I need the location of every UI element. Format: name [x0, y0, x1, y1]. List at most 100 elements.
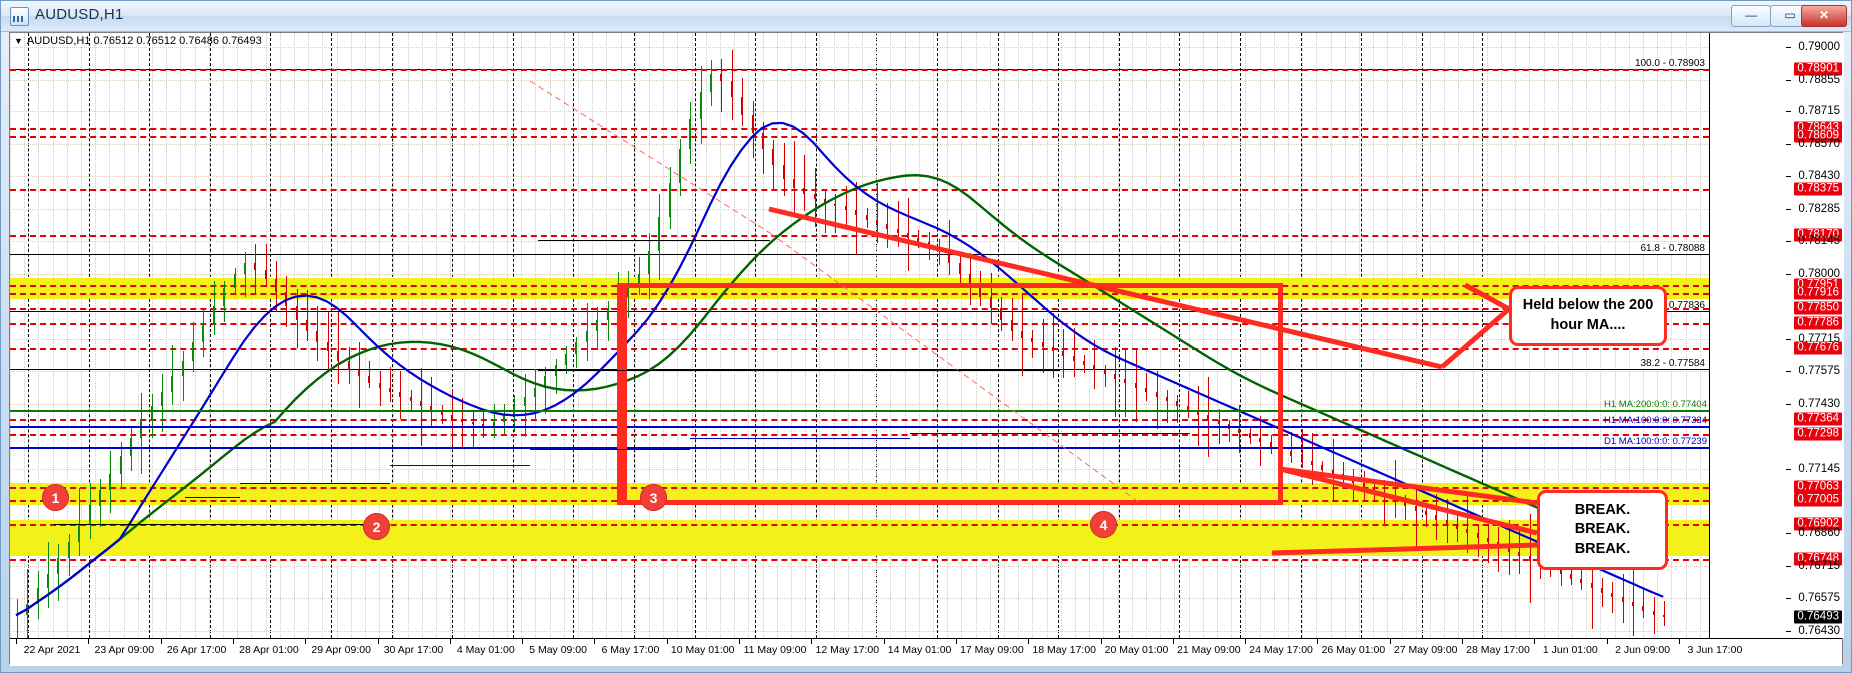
- candle-body: [1601, 587, 1604, 593]
- time-tick-label: 28 Apr 01:00: [239, 644, 299, 656]
- candle-body: [1290, 451, 1293, 457]
- fib-level-label: 61.8 - 0.78088: [1638, 243, 1707, 255]
- time-tick-mark: [955, 639, 957, 644]
- grid-line-vertical-minor: [308, 33, 310, 638]
- candle-wick: [1612, 581, 1614, 613]
- candle-wick: [472, 410, 474, 448]
- candle-wick: [1166, 389, 1168, 423]
- horizontal-trendline[interactable]: [54, 524, 370, 526]
- time-tick-label: 18 May 17:00: [1032, 644, 1097, 656]
- grid-line-vertical: [88, 33, 90, 638]
- grid-line-vertical-minor: [592, 33, 594, 638]
- time-axis[interactable]: 22 Apr 2021 23 Apr 09:00 26 Apr 17:00 28 Ap…: [10, 638, 1842, 666]
- grid-line-vertical-minor: [265, 33, 267, 638]
- time-tick-mark: [160, 639, 162, 644]
- close-icon: ✕: [1818, 8, 1830, 22]
- chart-marker-2[interactable]: 2: [363, 513, 390, 540]
- price-tick-label: 0.76715: [1786, 560, 1840, 573]
- time-tick-label: 23 Apr 09:00: [94, 644, 155, 656]
- grid-line-vertical-minor: [1671, 33, 1673, 638]
- grid-line-vertical-minor: [549, 33, 551, 638]
- grid-line-horizontal: [10, 144, 1709, 146]
- candle-wick: [1570, 558, 1572, 586]
- candle-body: [1569, 574, 1572, 579]
- candle-body: [1590, 583, 1593, 588]
- candle-body: [1621, 597, 1624, 602]
- price-highlight-label: 0.76902: [1794, 517, 1842, 531]
- chevron-down-icon[interactable]: ▼: [14, 36, 23, 46]
- chart-plot[interactable]: ▼ AUDUSD,H1 0.76512 0.76512 0.76486 0.764…: [10, 33, 1709, 638]
- stepped-support-line[interactable]: [530, 449, 690, 451]
- time-tick-mark: [883, 639, 885, 644]
- break-marker-bar[interactable]: [617, 283, 627, 505]
- horizontal-trendline[interactable]: [538, 240, 770, 242]
- time-tick-mark: [811, 639, 813, 644]
- stepped-support-line[interactable]: [690, 437, 910, 439]
- candle-body: [1487, 537, 1490, 543]
- callout-held-below[interactable]: Held below the 200 hour MA....: [1509, 286, 1667, 346]
- ma-200-line: [15, 173, 1664, 617]
- time-tick-label: 14 May 01:00: [887, 644, 952, 656]
- grid-line-vertical-minor: [663, 33, 665, 638]
- candle-wick: [327, 312, 329, 370]
- candle-body: [337, 351, 340, 361]
- price-tick-label: 0.78000: [1786, 268, 1840, 281]
- candle-body: [1248, 433, 1251, 438]
- chart-marker-4[interactable]: 4: [1090, 511, 1117, 538]
- price-tick-label: 0.77145: [1786, 462, 1840, 475]
- candle-body: [565, 353, 568, 366]
- chart-area[interactable]: ▼ AUDUSD,H1 0.76512 0.76512 0.76486 0.764…: [9, 32, 1844, 666]
- candle-body: [1528, 556, 1531, 561]
- minimize-button[interactable]: —: [1731, 5, 1771, 27]
- stepped-support-line[interactable]: [910, 433, 1190, 435]
- candle-body: [803, 187, 806, 195]
- close-button[interactable]: ✕: [1801, 5, 1847, 27]
- grid-line-horizontal: [10, 176, 1709, 178]
- candle-body: [834, 203, 837, 206]
- price-highlight-label: 0.76493: [1794, 610, 1842, 624]
- price-highlight-label: 0.78375: [1794, 182, 1842, 196]
- stepped-support-line[interactable]: [390, 465, 530, 467]
- grid-line-vertical-minor: [109, 33, 111, 638]
- candle-body: [606, 308, 609, 320]
- time-tick-label: 4 May 01:00: [456, 644, 515, 656]
- time-tick-label: 1 Jun 01:00: [1542, 644, 1598, 656]
- time-tick-mark: [232, 639, 234, 644]
- price-highlight-label: 0.77916: [1794, 286, 1842, 300]
- callout-line: BREAK.: [1574, 501, 1631, 518]
- candle-wick: [79, 487, 81, 556]
- chart-marker-1[interactable]: 1: [42, 484, 69, 511]
- time-tick-label: 17 May 09:00: [960, 644, 1024, 656]
- candle-wick: [1156, 370, 1158, 430]
- price-tick-label: 0.76430: [1786, 625, 1840, 638]
- candle-wick: [369, 361, 371, 389]
- grid-line-vertical-minor: [734, 33, 736, 638]
- callout-break[interactable]: BREAK. BREAK. BREAK.: [1537, 490, 1668, 570]
- price-axis[interactable]: 0.79000 0.78901 0.78855 0.78715 0.78643 0.786…: [1709, 33, 1844, 638]
- grid-line-vertical-minor: [421, 33, 423, 638]
- grid-line-vertical-minor: [336, 33, 338, 638]
- window-title: AUDUSD,H1: [35, 6, 124, 23]
- chart-marker-3[interactable]: 3: [640, 484, 667, 511]
- candle-body: [233, 274, 236, 288]
- grid-line-horizontal: [10, 79, 1709, 81]
- stepped-support-line[interactable]: [240, 483, 390, 485]
- horizontal-trendline[interactable]: [538, 369, 1060, 371]
- candle-body: [1259, 437, 1262, 443]
- candle-body: [544, 376, 547, 388]
- candle-body: [1217, 419, 1220, 425]
- grid-line-vertical-minor: [507, 33, 508, 638]
- candle-body: [140, 419, 143, 438]
- grid-line-vertical-minor: [379, 33, 381, 638]
- candle-body: [824, 199, 827, 204]
- stepped-support-line[interactable]: [185, 496, 240, 498]
- candle-body: [295, 305, 298, 320]
- time-tick-label: 11 May 09:00: [743, 644, 807, 656]
- grid-line-horizontal: [10, 46, 1709, 48]
- candle-body: [357, 369, 360, 377]
- maximize-icon: ▭: [1784, 8, 1796, 22]
- consolidation-rectangle[interactable]: [622, 283, 1283, 505]
- candle-body: [792, 178, 795, 188]
- price-highlight-label: 0.78609: [1794, 129, 1842, 143]
- window-title-bar: AUDUSD,H1 — ▭ ✕: [1, 1, 1851, 32]
